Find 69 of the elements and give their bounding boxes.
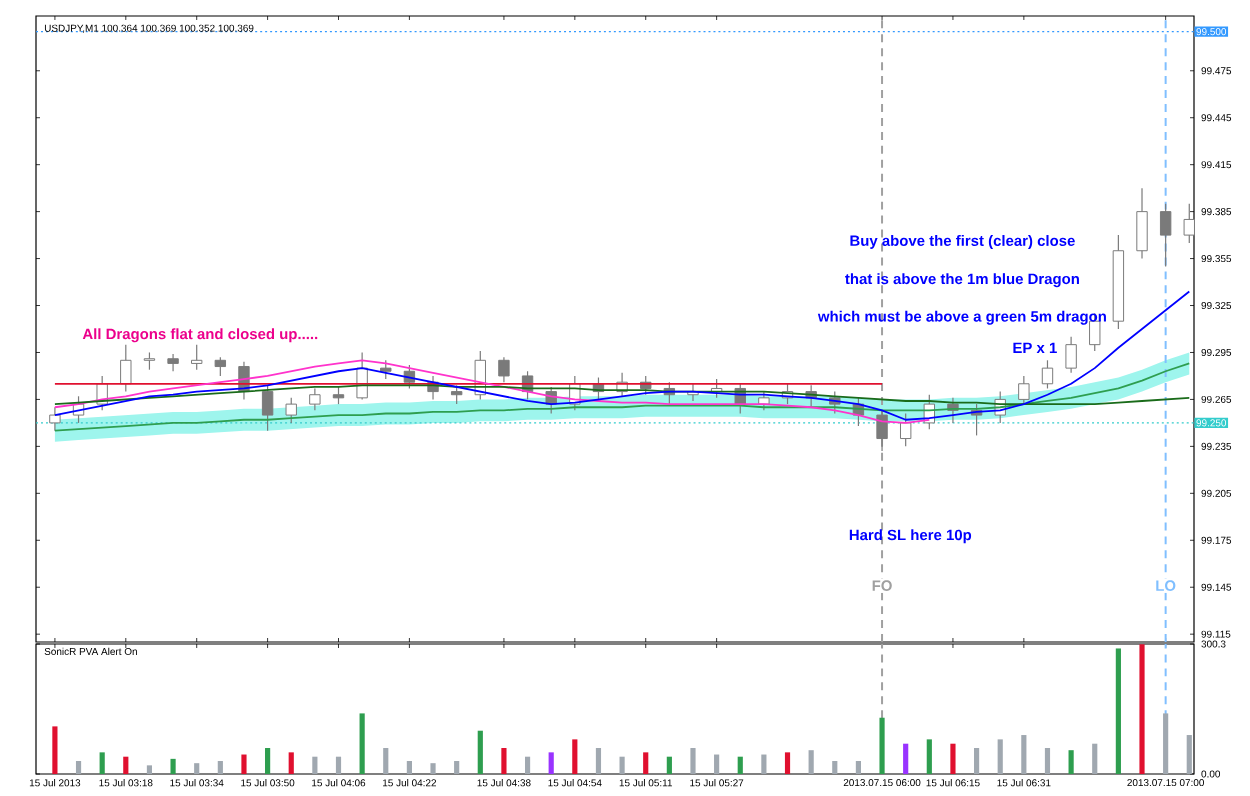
bar xyxy=(170,758,176,774)
candlestick xyxy=(167,353,179,372)
bar xyxy=(99,752,105,774)
bar xyxy=(335,756,342,774)
candlestick xyxy=(309,387,321,411)
candlestick xyxy=(899,412,912,447)
bar xyxy=(1163,713,1169,774)
candlestick xyxy=(214,356,227,377)
candlestick xyxy=(1041,359,1054,390)
bar xyxy=(454,761,460,774)
bar xyxy=(524,756,531,774)
bar xyxy=(761,754,767,774)
bar xyxy=(477,730,483,774)
bar xyxy=(75,761,82,774)
bar xyxy=(123,756,129,774)
bar xyxy=(146,765,153,774)
bar xyxy=(666,756,672,774)
bar xyxy=(714,754,720,774)
bar xyxy=(950,743,956,774)
bar xyxy=(784,752,791,774)
bar xyxy=(643,752,649,774)
bar xyxy=(997,739,1003,774)
bar xyxy=(1044,748,1051,774)
bar xyxy=(430,763,436,774)
candlestick xyxy=(380,359,392,380)
candlestick xyxy=(1183,203,1195,244)
bar xyxy=(217,761,223,774)
candlestick xyxy=(758,390,770,411)
candlestick xyxy=(285,397,297,424)
bar xyxy=(1139,644,1145,774)
bar xyxy=(1186,735,1192,774)
candlestick xyxy=(1065,336,1077,374)
bar xyxy=(288,752,294,774)
bar xyxy=(903,743,909,774)
bar xyxy=(52,726,58,774)
bar xyxy=(619,756,625,774)
bar xyxy=(690,748,696,774)
bar xyxy=(406,761,412,774)
candlestick xyxy=(498,356,510,383)
candlestick xyxy=(1018,375,1030,405)
bar xyxy=(808,750,814,774)
bar xyxy=(973,748,980,774)
bar xyxy=(383,748,389,774)
bar xyxy=(1021,735,1027,774)
candlestick xyxy=(191,344,203,371)
bar xyxy=(359,713,365,774)
candlestick xyxy=(876,409,888,452)
candlestick xyxy=(1136,187,1148,260)
bar xyxy=(926,739,932,774)
candlestick xyxy=(1159,203,1172,267)
candlestick xyxy=(49,406,61,432)
bar xyxy=(265,748,271,774)
bar xyxy=(595,748,602,774)
bar xyxy=(855,761,862,774)
bar xyxy=(1092,743,1098,774)
bar xyxy=(194,763,200,774)
candlestick xyxy=(450,384,463,405)
bar xyxy=(879,717,885,774)
bar xyxy=(832,761,838,774)
bar xyxy=(548,752,554,774)
candlestick xyxy=(261,384,274,432)
bar xyxy=(572,739,578,774)
bar xyxy=(241,754,247,774)
bar xyxy=(1068,750,1074,774)
bar xyxy=(737,756,743,774)
candlestick xyxy=(120,344,132,393)
bar xyxy=(1115,648,1121,774)
bar xyxy=(501,748,507,774)
bar xyxy=(312,756,318,774)
